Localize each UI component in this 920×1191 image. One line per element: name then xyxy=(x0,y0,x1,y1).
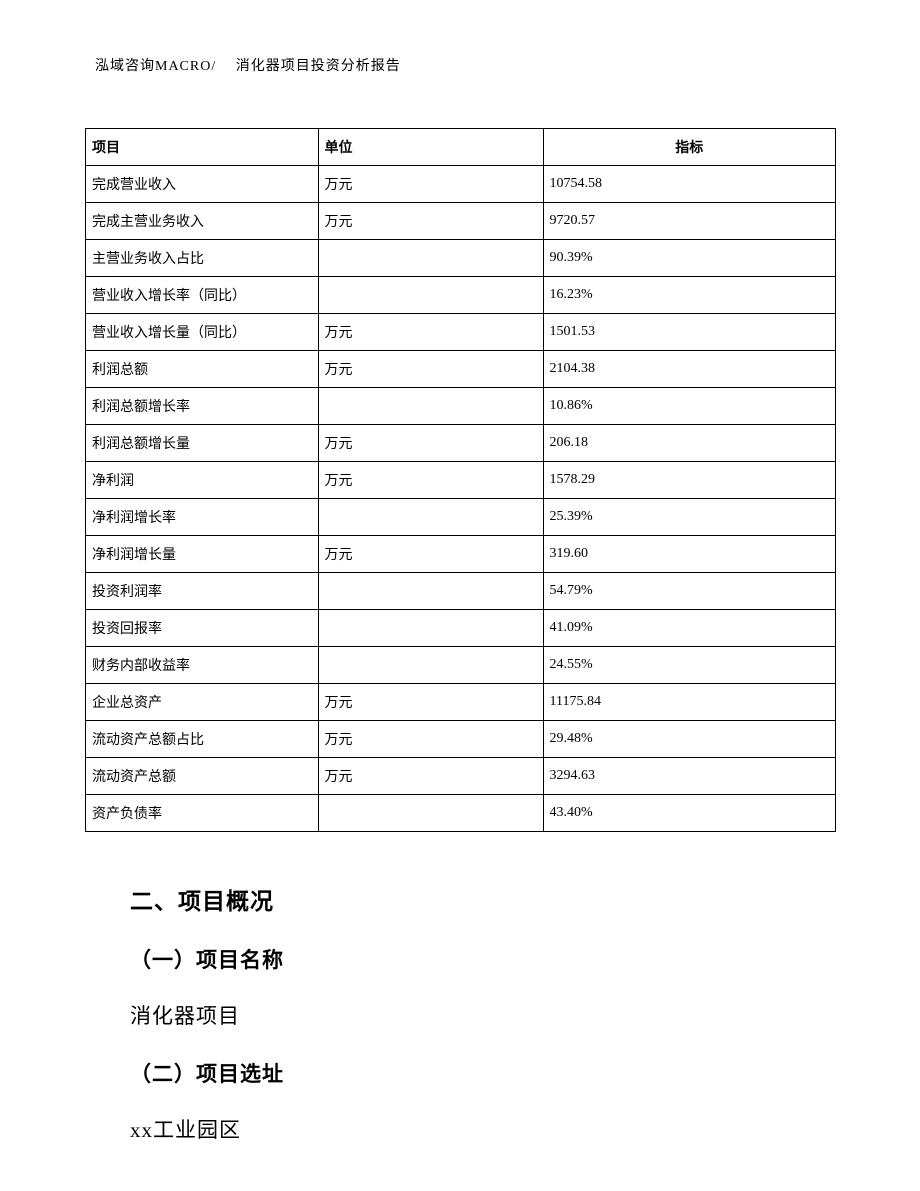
project-name-text: 消化器项目 xyxy=(130,1000,791,1030)
cell: 41.09% xyxy=(543,610,836,647)
cell xyxy=(318,647,543,684)
cell xyxy=(318,277,543,314)
cell: 1578.29 xyxy=(543,462,836,499)
cell: 营业收入增长率（同比） xyxy=(86,277,319,314)
cell: 资产负债率 xyxy=(86,795,319,832)
table-row: 主营业务收入占比 90.39% xyxy=(86,240,836,277)
project-location-text: xx工业园区 xyxy=(130,1114,791,1144)
col-header-unit: 单位 xyxy=(318,129,543,166)
cell: 10.86% xyxy=(543,388,836,425)
body-text: 二、项目概况 （一）项目名称 消化器项目 （二）项目选址 xx工业园区 xyxy=(85,882,836,1144)
table-row: 流动资产总额占比万元29.48% xyxy=(86,721,836,758)
cell: 万元 xyxy=(318,314,543,351)
table-row: 企业总资产万元11175.84 xyxy=(86,684,836,721)
cell: 完成营业收入 xyxy=(86,166,319,203)
cell: 9720.57 xyxy=(543,203,836,240)
cell: 1501.53 xyxy=(543,314,836,351)
cell: 流动资产总额 xyxy=(86,758,319,795)
cell: 净利润增长率 xyxy=(86,499,319,536)
cell: 25.39% xyxy=(543,499,836,536)
cell xyxy=(318,573,543,610)
cell: 206.18 xyxy=(543,425,836,462)
cell xyxy=(318,388,543,425)
cell: 万元 xyxy=(318,203,543,240)
cell: 54.79% xyxy=(543,573,836,610)
cell: 16.23% xyxy=(543,277,836,314)
table-row: 资产负债率 43.40% xyxy=(86,795,836,832)
cell: 万元 xyxy=(318,166,543,203)
cell: 投资回报率 xyxy=(86,610,319,647)
cell xyxy=(318,499,543,536)
table-row: 营业收入增长量（同比）万元1501.53 xyxy=(86,314,836,351)
page-header: 泓域咨询MACRO/ 消化器项目投资分析报告 xyxy=(95,55,401,75)
table-row: 净利润增长量万元319.60 xyxy=(86,536,836,573)
cell: 11175.84 xyxy=(543,684,836,721)
table-row: 流动资产总额万元3294.63 xyxy=(86,758,836,795)
section-heading-overview: 二、项目概况 xyxy=(130,882,791,916)
cell: 流动资产总额占比 xyxy=(86,721,319,758)
table-row: 财务内部收益率 24.55% xyxy=(86,647,836,684)
cell: 企业总资产 xyxy=(86,684,319,721)
cell: 万元 xyxy=(318,536,543,573)
table-header-row: 项目 单位 指标 xyxy=(86,129,836,166)
table-row: 完成主营业务收入万元9720.57 xyxy=(86,203,836,240)
financial-table: 项目 单位 指标 完成营业收入万元10754.58 完成主营业务收入万元9720… xyxy=(85,128,836,832)
subsection-heading-name: （一）项目名称 xyxy=(130,944,791,974)
cell: 万元 xyxy=(318,351,543,388)
cell: 43.40% xyxy=(543,795,836,832)
cell xyxy=(318,610,543,647)
table-row: 营业收入增长率（同比） 16.23% xyxy=(86,277,836,314)
cell: 万元 xyxy=(318,684,543,721)
cell: 319.60 xyxy=(543,536,836,573)
table-row: 利润总额增长量万元206.18 xyxy=(86,425,836,462)
table-row: 利润总额增长率 10.86% xyxy=(86,388,836,425)
cell: 净利润 xyxy=(86,462,319,499)
cell: 万元 xyxy=(318,758,543,795)
cell: 净利润增长量 xyxy=(86,536,319,573)
main-content: 项目 单位 指标 完成营业收入万元10754.58 完成主营业务收入万元9720… xyxy=(85,128,836,1172)
table-row: 净利润万元1578.29 xyxy=(86,462,836,499)
cell: 万元 xyxy=(318,425,543,462)
cell: 完成主营业务收入 xyxy=(86,203,319,240)
cell: 24.55% xyxy=(543,647,836,684)
table-row: 投资回报率 41.09% xyxy=(86,610,836,647)
cell: 财务内部收益率 xyxy=(86,647,319,684)
cell: 利润总额增长量 xyxy=(86,425,319,462)
cell xyxy=(318,240,543,277)
cell: 利润总额 xyxy=(86,351,319,388)
table-row: 净利润增长率 25.39% xyxy=(86,499,836,536)
col-header-item: 项目 xyxy=(86,129,319,166)
cell: 投资利润率 xyxy=(86,573,319,610)
subsection-heading-location: （二）项目选址 xyxy=(130,1058,791,1088)
cell: 利润总额增长率 xyxy=(86,388,319,425)
cell: 3294.63 xyxy=(543,758,836,795)
cell: 10754.58 xyxy=(543,166,836,203)
cell: 万元 xyxy=(318,721,543,758)
cell: 营业收入增长量（同比） xyxy=(86,314,319,351)
cell xyxy=(318,795,543,832)
table-body: 完成营业收入万元10754.58 完成主营业务收入万元9720.57 主营业务收… xyxy=(86,166,836,832)
table-row: 完成营业收入万元10754.58 xyxy=(86,166,836,203)
header-text: 泓域咨询MACRO/ 消化器项目投资分析报告 xyxy=(95,59,401,74)
cell: 万元 xyxy=(318,462,543,499)
table-row: 投资利润率 54.79% xyxy=(86,573,836,610)
cell: 2104.38 xyxy=(543,351,836,388)
table-row: 利润总额万元2104.38 xyxy=(86,351,836,388)
cell: 主营业务收入占比 xyxy=(86,240,319,277)
cell: 90.39% xyxy=(543,240,836,277)
cell: 29.48% xyxy=(543,721,836,758)
col-header-value: 指标 xyxy=(543,129,836,166)
